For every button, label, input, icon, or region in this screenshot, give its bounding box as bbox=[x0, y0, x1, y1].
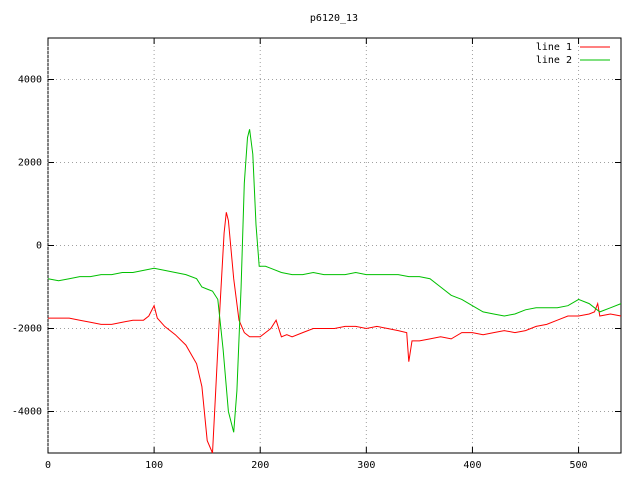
x-tick-label: 0 bbox=[45, 460, 51, 471]
x-tick-label: 300 bbox=[357, 460, 375, 471]
legend-label: line 2 bbox=[536, 55, 572, 66]
y-tick-label: 0 bbox=[36, 241, 42, 252]
y-tick-label: -4000 bbox=[12, 407, 42, 418]
y-tick-label: 2000 bbox=[18, 158, 42, 169]
plot-frame bbox=[47, 37, 622, 454]
x-tick-label: 500 bbox=[570, 460, 588, 471]
legend-label: line 1 bbox=[536, 42, 572, 53]
x-tick-label: 400 bbox=[463, 460, 481, 471]
y-tick-label: -2000 bbox=[12, 324, 42, 335]
data-line bbox=[48, 212, 622, 454]
y-tick-label: 4000 bbox=[18, 75, 42, 86]
data-line bbox=[47, 129, 622, 433]
x-tick-label: 200 bbox=[251, 460, 269, 471]
x-tick-label: 100 bbox=[145, 460, 163, 471]
chart-title: p6120_13 bbox=[310, 13, 358, 24]
